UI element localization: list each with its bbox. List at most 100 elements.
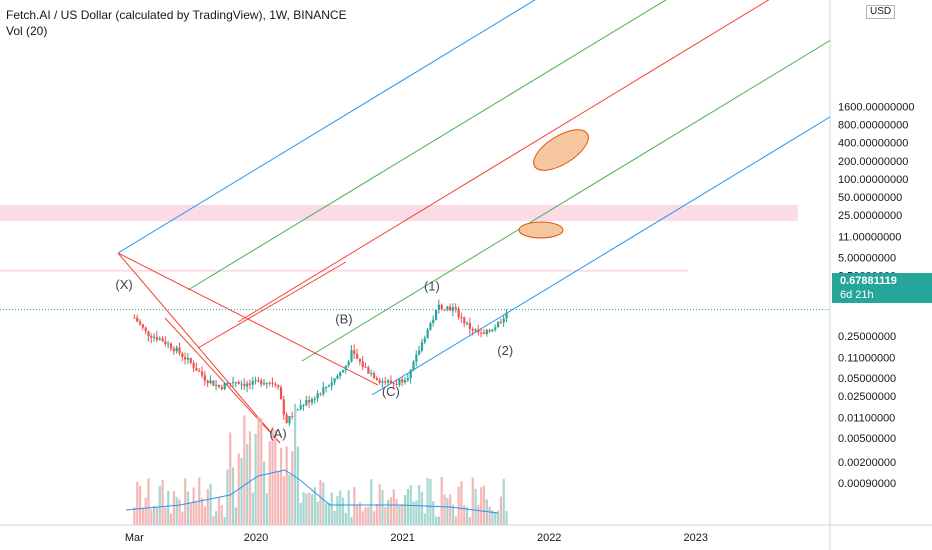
candle-body	[353, 350, 356, 355]
volume-bar	[217, 497, 221, 525]
volume-bar	[488, 506, 491, 525]
leg-inner[interactable]	[197, 261, 347, 349]
volume-bar	[294, 406, 297, 525]
volume-bar	[268, 441, 271, 525]
currency-label[interactable]: USD	[866, 5, 896, 19]
candle-body	[502, 318, 505, 323]
y-tick-label: 1600.00000000	[838, 101, 914, 113]
volume-bar	[186, 491, 190, 525]
median-line[interactable]	[237, 0, 830, 323]
candle-body	[164, 341, 167, 345]
candle-body	[195, 368, 198, 371]
x-tick-label: 2022	[537, 532, 561, 544]
candle-body	[220, 387, 223, 390]
volume-bar	[403, 495, 407, 525]
volume-bar	[423, 513, 426, 525]
wave-label: (1)	[424, 279, 440, 294]
candle-body	[497, 322, 500, 328]
candle-body	[299, 405, 302, 410]
candle-body	[482, 332, 486, 335]
candle-body	[141, 324, 144, 328]
candle-body	[268, 382, 271, 384]
volume-bar	[330, 492, 333, 525]
volume-bar	[175, 497, 178, 525]
volume-bar	[356, 504, 359, 525]
candle-body	[415, 354, 418, 362]
y-tick-label: 200.00000000	[838, 156, 908, 168]
volume-bar	[398, 505, 401, 525]
candle-body	[440, 304, 443, 310]
volume-ma-line	[125, 469, 499, 514]
x-tick-label: 2020	[244, 532, 268, 544]
volume-bar	[308, 492, 311, 525]
candle-body	[285, 414, 288, 424]
volume-bar	[367, 506, 370, 525]
upper-outer-line[interactable]	[117, 0, 830, 254]
candle-body	[420, 342, 424, 351]
volume-bar	[429, 479, 432, 525]
candle-body	[226, 382, 229, 384]
upper-inner-line[interactable]	[187, 0, 830, 291]
candle-body	[449, 306, 452, 311]
volume-bar	[327, 502, 331, 525]
candle-body	[277, 385, 280, 388]
volume-bar	[471, 477, 474, 525]
candle-body	[488, 329, 491, 332]
wave-label: (B)	[335, 311, 352, 326]
volume-bar	[254, 433, 257, 525]
volume-bar	[279, 447, 283, 525]
candle-body	[477, 329, 480, 333]
candle-body	[409, 369, 412, 379]
candle-body	[251, 380, 254, 385]
candle-body	[178, 347, 181, 354]
candle-body	[305, 399, 308, 405]
volume-bar	[282, 476, 285, 525]
volume-bar	[200, 498, 204, 525]
volume-bar	[167, 490, 170, 525]
volume-bar	[502, 478, 505, 525]
volume-bar	[482, 485, 486, 525]
candle-body	[432, 319, 435, 324]
volume-bar	[246, 444, 249, 525]
candle-body	[257, 380, 260, 382]
y-tick-label: 0.00090000	[838, 478, 896, 490]
candle-body	[465, 323, 469, 325]
target-ellipse-upper[interactable]	[527, 122, 594, 179]
lower-inner-line[interactable]	[301, 40, 831, 362]
volume-bar	[451, 504, 455, 525]
candle-body	[229, 382, 232, 384]
leg-a-back[interactable]	[164, 317, 281, 444]
volume-bar	[220, 505, 223, 525]
volume-bar	[136, 481, 139, 525]
volume-bar	[164, 507, 167, 525]
volume-bar	[392, 489, 395, 525]
volume-bar	[468, 516, 472, 525]
candle-body	[412, 361, 415, 370]
candle-body	[372, 373, 376, 379]
volume-bar	[477, 505, 480, 525]
candle-body	[401, 379, 404, 383]
volume-bar	[291, 451, 294, 525]
target-ellipse-lower[interactable]	[518, 221, 564, 239]
current-price-tag: 0.67881119 6d 21h	[832, 273, 932, 303]
candle-body	[167, 343, 170, 345]
candle-body	[403, 380, 407, 383]
candle-body	[485, 329, 488, 335]
candle-body	[361, 361, 364, 367]
candle-body	[325, 386, 328, 388]
volume-bar	[361, 511, 364, 525]
lower-outer-line[interactable]	[371, 116, 831, 396]
volume-bar	[288, 474, 291, 525]
volume-bar	[440, 477, 443, 525]
candle-body	[243, 383, 246, 387]
volume-bar	[350, 516, 353, 525]
wave-label: (X)	[115, 277, 132, 292]
volume-bar	[415, 500, 418, 525]
candle-body	[333, 378, 336, 383]
volume-bar	[223, 516, 226, 525]
candle-body	[471, 328, 474, 331]
leg-xa[interactable]	[117, 252, 281, 444]
volume-bar	[395, 498, 398, 525]
y-tick-label: 0.01100000	[838, 413, 895, 425]
